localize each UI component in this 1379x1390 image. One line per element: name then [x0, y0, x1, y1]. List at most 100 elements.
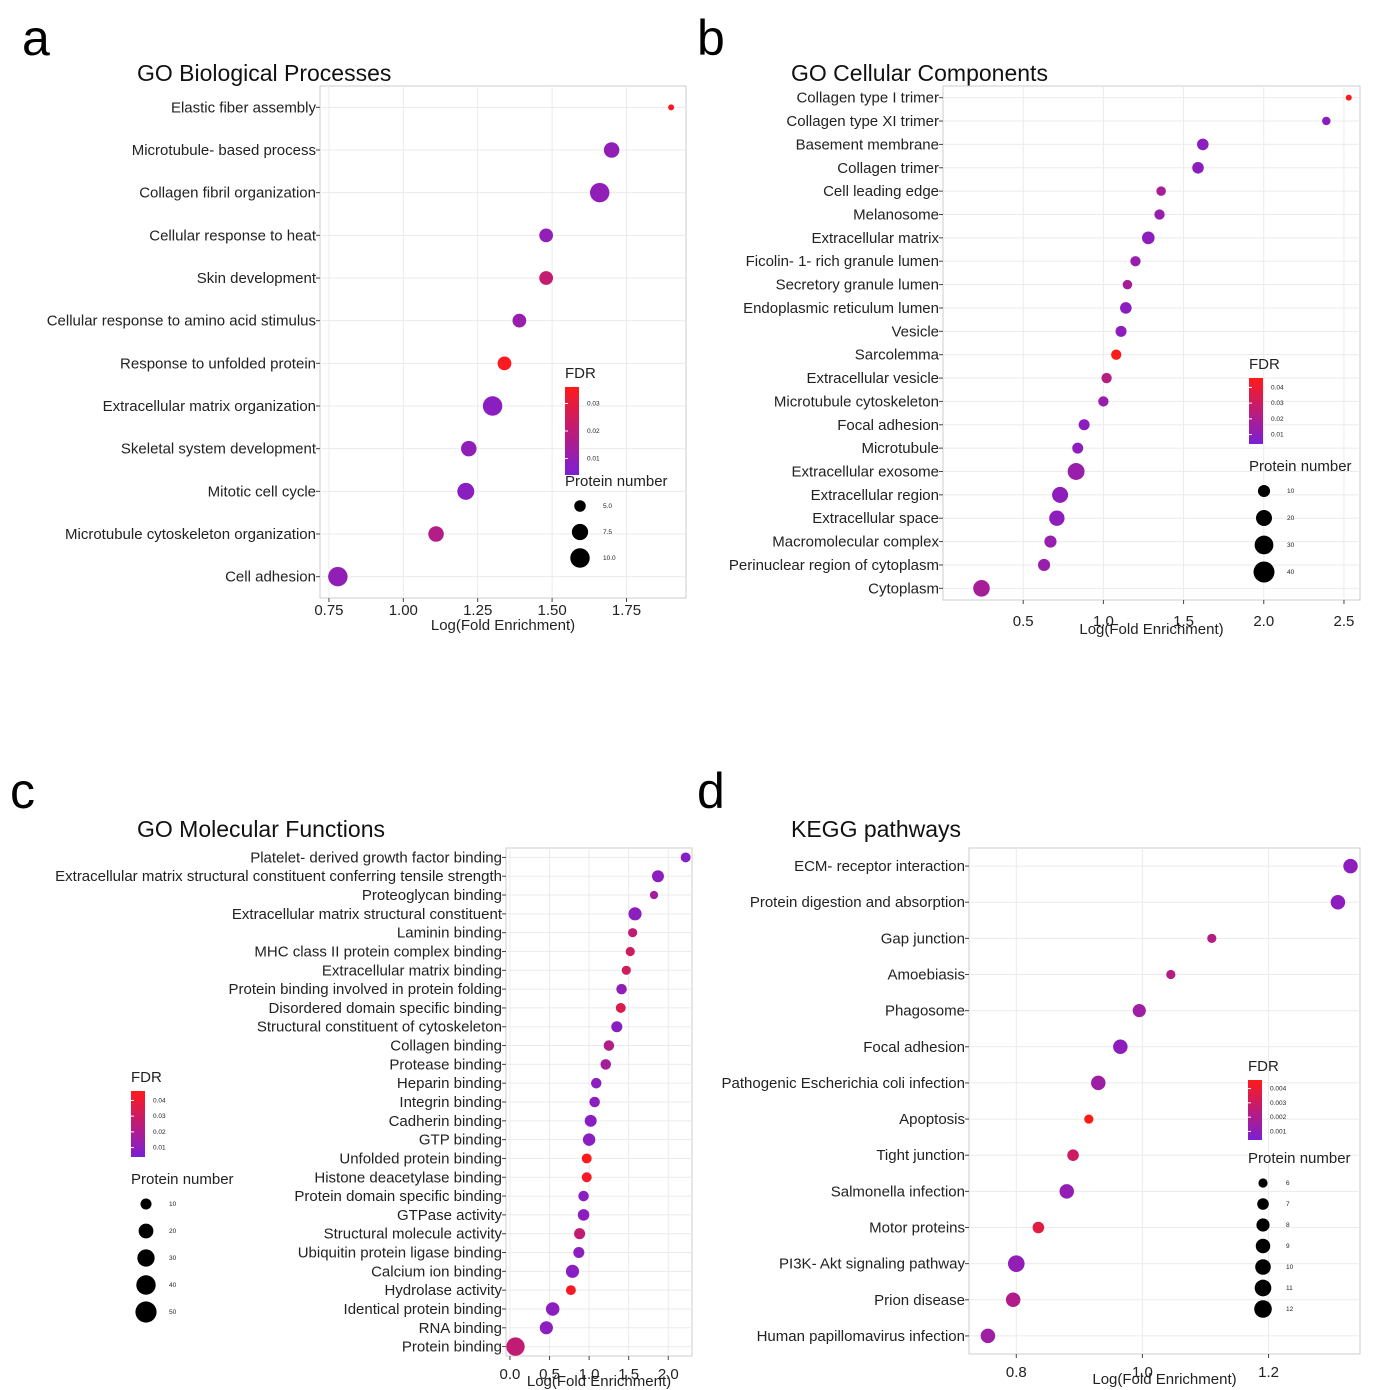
category-label: Unfolded protein binding	[339, 1150, 502, 1167]
data-point	[1072, 442, 1084, 454]
fdr-tick-label: 0.01	[153, 1145, 166, 1152]
panel-letter-c: c	[10, 763, 35, 819]
size-key-dot	[571, 523, 589, 541]
data-point	[651, 870, 664, 883]
fdr-colorbar	[1248, 1080, 1262, 1140]
x-tick-label: 1.00	[389, 602, 418, 619]
category-label: Cellular response to heat	[149, 227, 317, 244]
data-point	[1007, 1255, 1025, 1272]
data-point	[565, 1285, 576, 1296]
category-label: Phagosome	[885, 1003, 965, 1020]
data-point	[1154, 209, 1165, 220]
size-key-label: 20	[169, 1228, 177, 1235]
data-point	[1032, 1221, 1045, 1234]
size-key-dot	[574, 500, 586, 512]
fdr-colorbar	[131, 1091, 145, 1157]
category-label: Microtubule	[861, 440, 939, 457]
fdr-tick-label: 0.03	[153, 1113, 166, 1120]
category-label: Identical protein binding	[344, 1301, 502, 1318]
data-point	[578, 1190, 589, 1202]
data-point	[1078, 419, 1090, 431]
category-label: Ubiquitin protein ligase binding	[298, 1245, 502, 1262]
category-label: GTP binding	[419, 1132, 502, 1149]
category-label: Vesicle	[891, 323, 939, 340]
data-point	[1005, 1292, 1021, 1308]
category-label: Cell adhesion	[225, 569, 316, 586]
category-label: Laminin binding	[397, 925, 502, 942]
category-label: Ficolin- 1- rich granule lumen	[746, 253, 939, 270]
category-label: Microtubule- based process	[132, 142, 316, 159]
legend-fdr-title: FDR	[1249, 356, 1280, 373]
data-point	[649, 890, 659, 900]
category-label: Macromolecular complex	[772, 534, 939, 551]
data-point	[625, 946, 635, 957]
data-point	[1130, 256, 1141, 267]
category-label: Mitotic cell cycle	[208, 483, 316, 500]
legend-fdr-title: FDR	[131, 1069, 162, 1086]
x-tick-label: 1.0	[579, 1366, 600, 1383]
data-point	[1132, 1004, 1146, 1018]
size-key-label: 5.0	[603, 503, 612, 510]
data-point	[497, 356, 512, 371]
category-label: Microtubule cytoskeleton	[774, 393, 939, 410]
category-label: Extracellular space	[812, 510, 939, 527]
fdr-tick-label: 0.003	[1270, 1100, 1287, 1107]
x-tick-label: 1.2	[1258, 1364, 1279, 1381]
category-label: Skeletal system development	[121, 441, 317, 458]
fdr-tick-label: 0.04	[1271, 384, 1284, 391]
category-label: Endoplasmic reticulum lumen	[743, 300, 939, 317]
data-point	[1207, 933, 1217, 943]
category-label: Prion disease	[874, 1292, 965, 1309]
data-point	[581, 1153, 592, 1164]
data-point	[1037, 558, 1051, 572]
data-point	[621, 965, 631, 975]
category-label: Cadherin binding	[389, 1113, 502, 1130]
data-point	[1197, 138, 1209, 151]
data-point	[589, 1096, 600, 1108]
data-point	[1084, 1114, 1094, 1124]
category-label: Extracellular matrix organization	[103, 398, 316, 415]
data-point	[461, 440, 477, 457]
category-label: Hydrolase activity	[384, 1282, 502, 1299]
data-point	[1059, 1184, 1074, 1199]
data-point	[1101, 372, 1112, 384]
category-label: Tight junction	[876, 1147, 965, 1164]
size-key-dot	[1256, 510, 1272, 526]
legend-size-title: Protein number	[565, 473, 668, 490]
category-label: Collagen type XI trimer	[786, 113, 939, 130]
size-key-dot	[136, 1275, 156, 1295]
x-tick-label: 0.8	[1006, 1364, 1027, 1381]
category-label: Protein domain specific binding	[294, 1188, 502, 1205]
size-key-dot	[138, 1223, 154, 1239]
plot-area	[942, 85, 1361, 601]
category-label: RNA binding	[419, 1320, 502, 1337]
x-tick-label: 1.75	[612, 602, 641, 619]
fdr-tick-label: 0.02	[1271, 416, 1284, 423]
data-point	[603, 1040, 615, 1051]
size-key-label: 8	[1286, 1222, 1290, 1229]
data-point	[668, 104, 675, 111]
data-point	[628, 907, 642, 921]
data-point	[1091, 1075, 1106, 1091]
fdr-tick-label: 0.03	[587, 401, 600, 408]
fdr-tick-label: 0.001	[1270, 1128, 1287, 1135]
data-point	[1113, 1039, 1128, 1055]
data-point	[1044, 535, 1057, 548]
size-key-dot	[1257, 484, 1271, 498]
size-key-label: 6	[1286, 1180, 1290, 1187]
data-point	[512, 313, 527, 328]
legend-fdr-title: FDR	[565, 365, 596, 382]
category-label: Extracellular region	[811, 487, 939, 504]
size-key-dot	[137, 1249, 155, 1267]
category-label: Protease binding	[389, 1056, 502, 1073]
category-label: Elastic fiber assembly	[171, 99, 317, 116]
category-label: Gap junction	[881, 930, 965, 947]
x-tick-label: 1.5	[1173, 613, 1194, 630]
category-label: Human papillomavirus infection	[757, 1328, 965, 1345]
legend-size-title: Protein number	[1249, 458, 1352, 475]
category-label: Histone deacetylase binding	[314, 1169, 502, 1186]
category-label: Perinuclear region of cytoplasm	[729, 557, 939, 574]
category-label: Collagen fibril organization	[139, 185, 316, 202]
data-point	[590, 1077, 602, 1089]
